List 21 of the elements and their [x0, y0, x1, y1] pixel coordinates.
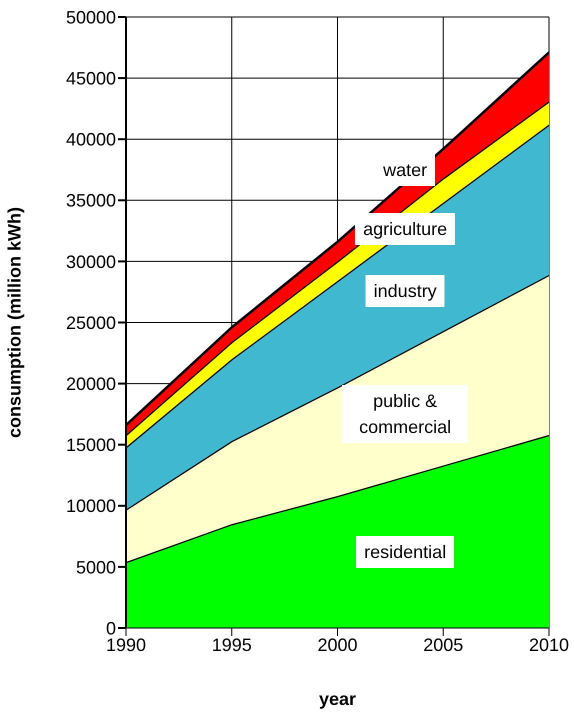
y-tick-label: 15000	[66, 435, 116, 456]
series-label: public & commercial	[342, 384, 468, 443]
series-label: industry	[366, 275, 445, 308]
series-label: water	[375, 154, 436, 186]
x-tick-label: 2010	[528, 634, 570, 655]
series-label: residential	[356, 536, 454, 568]
x-tick-label: 1995	[212, 634, 252, 655]
x-tick-label: 2005	[423, 634, 464, 655]
x-tick-label: 2000	[317, 634, 358, 655]
y-tick-label: 10000	[66, 496, 116, 516]
y-tick-label: 25000	[66, 312, 116, 333]
y-tick-label: 35000	[66, 190, 116, 211]
y-tick-label: 20000	[66, 374, 116, 394]
y-tick-label: 40000	[66, 130, 116, 150]
y-tick-label: 30000	[66, 252, 116, 272]
y-tick-label: 5000	[76, 557, 116, 578]
y-tick-label: 50000	[66, 7, 116, 28]
series-label: agriculture	[355, 212, 456, 245]
x-axis-title: year	[318, 689, 356, 709]
y-axis-title: consumption (million kWh)	[4, 207, 24, 438]
y-tick-label: 45000	[66, 68, 116, 88]
